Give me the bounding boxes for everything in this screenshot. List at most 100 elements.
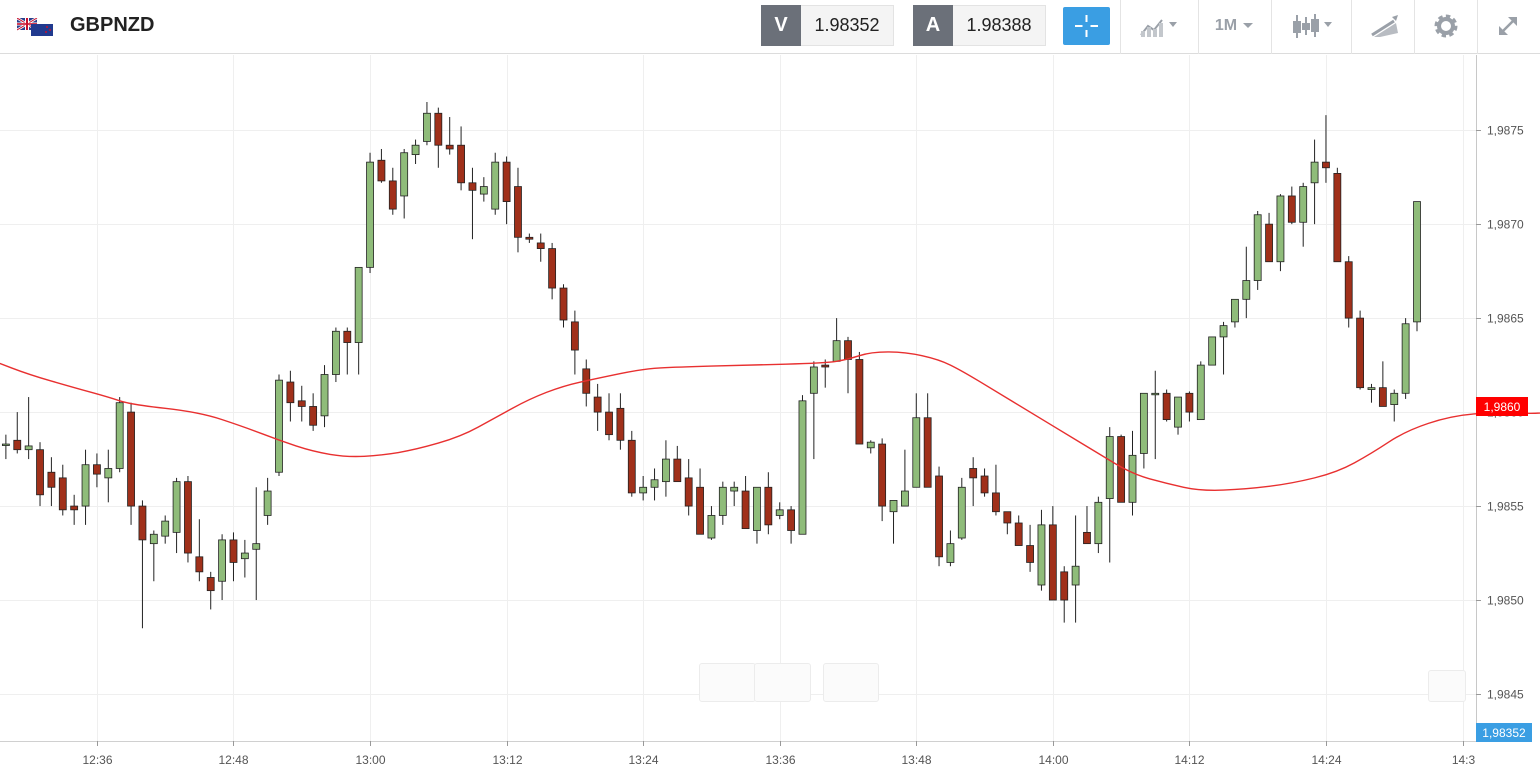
candle-body — [81, 464, 90, 507]
scroll-right-button[interactable] — [754, 663, 811, 702]
candle — [548, 242, 557, 300]
candles-icon — [1293, 13, 1332, 38]
candle — [127, 402, 135, 525]
candle-body — [445, 144, 454, 150]
candle-body — [1060, 571, 1069, 601]
candle — [912, 393, 921, 488]
candle-body — [593, 396, 602, 413]
reset-view-button[interactable] — [823, 663, 879, 702]
timeframe-button[interactable]: 1M — [1204, 5, 1266, 46]
candle — [1253, 210, 1262, 290]
candle-body — [1299, 186, 1308, 223]
crosshair-button[interactable] — [1063, 7, 1110, 45]
candle-body — [707, 515, 716, 539]
candle-body — [684, 477, 693, 507]
candle — [1026, 524, 1034, 572]
candle — [787, 506, 795, 544]
candle — [252, 487, 261, 601]
x-tick-label: 13:36 — [765, 753, 795, 767]
candle-body — [1048, 524, 1057, 601]
candle-body — [457, 144, 465, 184]
candle — [1401, 318, 1410, 399]
bid-price[interactable]: V 1.98352 — [761, 5, 894, 46]
candle — [1287, 186, 1296, 225]
candle — [366, 152, 374, 274]
candle-body — [1003, 511, 1012, 524]
candle — [718, 481, 727, 525]
candle-body — [240, 552, 249, 560]
x-tick-label: 14:00 — [1038, 753, 1068, 767]
settings-button[interactable] — [1420, 5, 1472, 46]
candle — [1299, 182, 1308, 247]
scroll-left-button[interactable] — [699, 663, 756, 702]
candle-body — [696, 486, 704, 535]
ask-price[interactable]: A 1.98388 — [913, 5, 1046, 46]
chart-type-button[interactable] — [1126, 5, 1192, 46]
candle — [707, 506, 716, 540]
y-tick-label: 1,9870 — [1487, 218, 1524, 232]
candle — [832, 318, 841, 362]
candle-body — [639, 486, 648, 494]
candle — [514, 167, 522, 253]
candle — [423, 101, 431, 146]
x-tick-label: 14:24 — [1311, 753, 1341, 767]
candle — [593, 383, 602, 431]
flag-gb-nz-icon — [17, 18, 53, 36]
candle-body — [161, 520, 170, 537]
candle-body — [798, 400, 807, 535]
candle — [1174, 396, 1182, 435]
candle-body — [1151, 392, 1160, 396]
candle-body — [866, 441, 875, 449]
candle — [1390, 389, 1399, 422]
candle — [445, 117, 454, 155]
candle-body — [1265, 223, 1273, 263]
candle-body — [1413, 201, 1421, 323]
expand-button[interactable] — [1482, 5, 1534, 46]
candle-body — [1219, 325, 1228, 338]
candles-button[interactable] — [1278, 5, 1344, 46]
candle-body — [58, 477, 67, 511]
candle-body — [992, 492, 1000, 513]
candle — [240, 539, 249, 578]
candle-body — [297, 400, 306, 407]
candle — [1413, 201, 1421, 332]
candle — [1356, 310, 1364, 390]
candle — [992, 464, 1000, 516]
candle-body — [1367, 387, 1376, 390]
zoom-button[interactable] — [1428, 670, 1466, 702]
candle — [1378, 361, 1387, 407]
candle — [821, 359, 830, 388]
candle-body — [1185, 392, 1194, 413]
candle-body — [548, 248, 557, 289]
y-tick-label: 1,9845 — [1487, 688, 1524, 702]
candle — [388, 167, 397, 215]
candle — [809, 361, 818, 460]
candle-body — [946, 543, 955, 563]
candle — [1219, 321, 1228, 375]
candle-body — [229, 539, 238, 563]
candle-body — [366, 161, 374, 268]
candle-body — [627, 439, 636, 494]
candle-body — [1390, 392, 1399, 405]
candle — [400, 148, 409, 219]
candle — [1208, 336, 1217, 366]
symbol-name[interactable]: GBPNZD — [70, 14, 155, 36]
candle-body — [935, 475, 943, 558]
drawing-tools-button[interactable] — [1358, 5, 1410, 46]
candle — [1322, 115, 1330, 183]
candle-body — [13, 439, 22, 451]
candle-body — [1139, 392, 1148, 454]
candle — [297, 385, 306, 422]
candle — [1196, 361, 1205, 421]
candle — [1344, 256, 1353, 328]
candle-body — [1037, 524, 1046, 586]
candle — [696, 468, 704, 535]
candle — [1037, 509, 1046, 591]
candle — [1231, 298, 1239, 328]
candle — [354, 266, 363, 375]
candle-body — [1105, 436, 1114, 499]
x-tick-label: 14:12 — [1174, 753, 1204, 767]
x-tick-label: 12:48 — [218, 753, 248, 767]
candle — [1185, 391, 1194, 422]
candle-body — [491, 161, 500, 210]
